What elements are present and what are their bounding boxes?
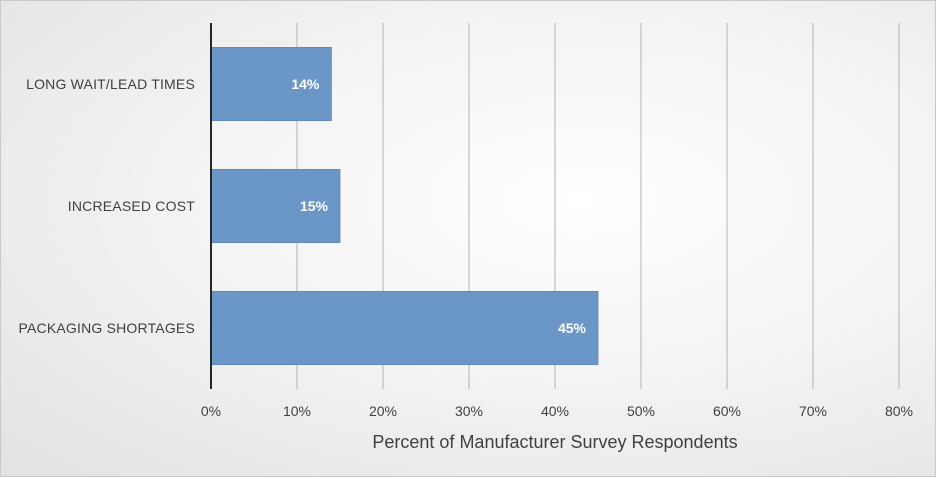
bar [210, 168, 341, 243]
category-label: LONG WAIT/LEAD TIMES [26, 76, 195, 92]
x-axis-title: Percent of Manufacturer Survey Responden… [372, 432, 737, 452]
x-tick-label: 30% [455, 403, 483, 419]
x-tick-label: 80% [885, 403, 913, 419]
x-tick-label: 70% [799, 403, 827, 419]
data-label: 15% [300, 198, 329, 214]
x-tick-label: 20% [369, 403, 397, 419]
x-tick-label: 50% [627, 403, 655, 419]
category-label: INCREASED COST [68, 198, 196, 214]
bar [210, 290, 599, 365]
x-tick-label: 10% [283, 403, 311, 419]
category-label: PACKAGING SHORTAGES [18, 320, 195, 336]
data-label: 45% [558, 320, 587, 336]
category-labels: LONG WAIT/LEAD TIMES INCREASED COST PACKAG… [18, 76, 195, 336]
gridlines [296, 23, 900, 389]
x-tick-label: 0% [201, 403, 221, 419]
x-tick-label: 60% [713, 403, 741, 419]
bars [210, 47, 599, 365]
data-labels: 14% 15% 45% [291, 76, 586, 336]
x-tick-labels: 0% 10% 20% 30% 40% 50% 60% 70% 80% [201, 403, 913, 419]
data-label: 14% [291, 76, 320, 92]
x-tick-label: 40% [541, 403, 569, 419]
